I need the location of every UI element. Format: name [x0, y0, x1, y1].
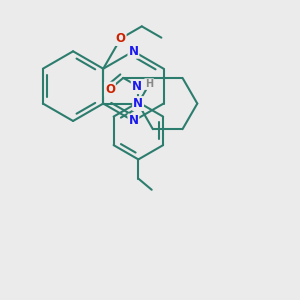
Text: N: N	[133, 97, 143, 110]
Text: N: N	[128, 115, 138, 128]
Text: N: N	[132, 80, 142, 93]
Text: O: O	[116, 32, 126, 45]
Text: O: O	[105, 82, 115, 96]
Text: N: N	[128, 45, 138, 58]
Text: H: H	[145, 79, 153, 89]
